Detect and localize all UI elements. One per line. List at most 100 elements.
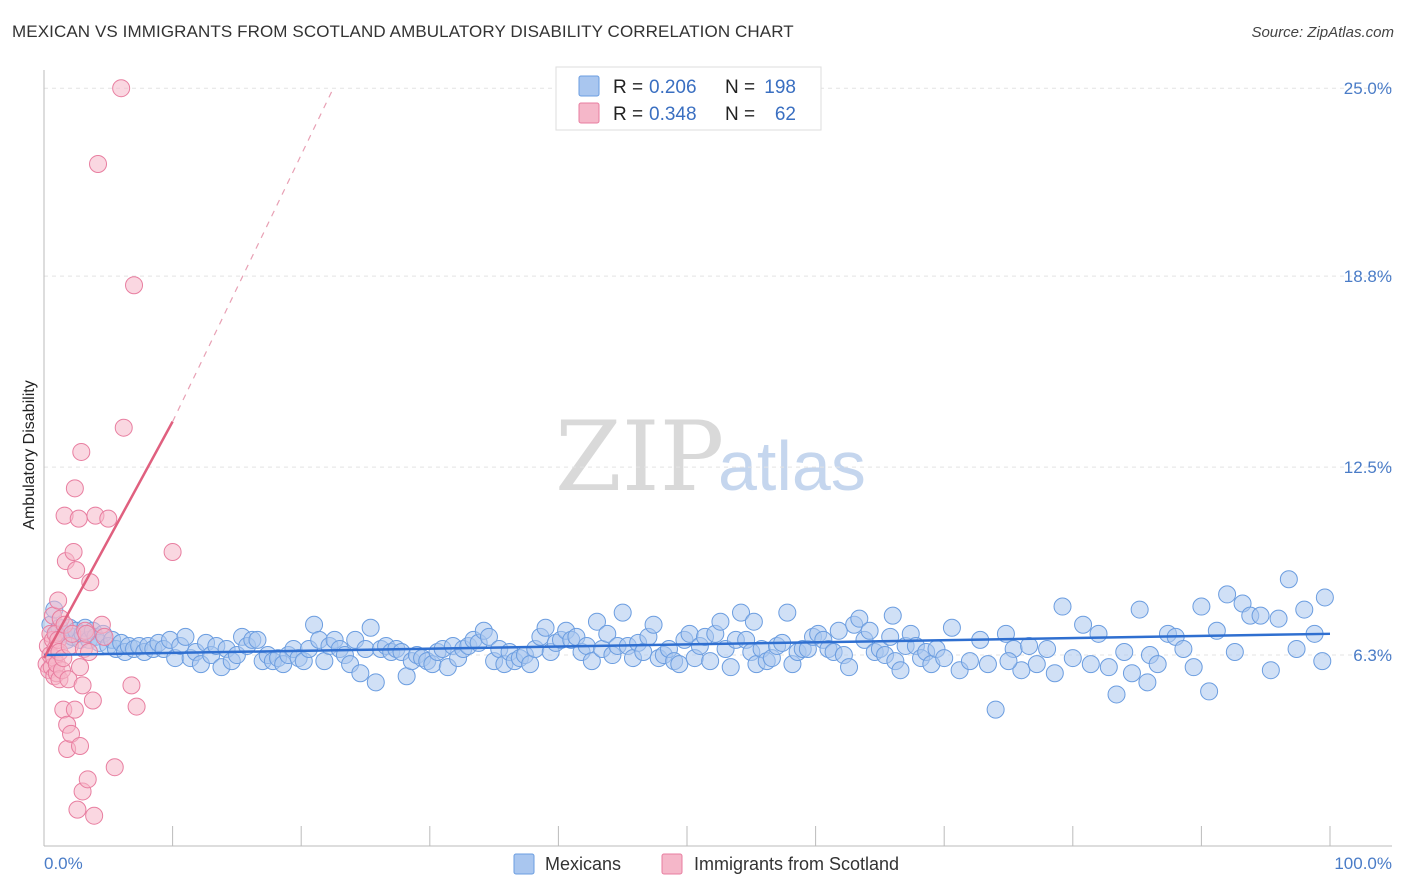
point-mexicans xyxy=(881,627,900,646)
point-mexicans xyxy=(1020,636,1039,655)
point-mexicans xyxy=(1315,588,1334,607)
point-scotland xyxy=(71,658,90,677)
trend-line-scotland-extension xyxy=(172,87,334,422)
x-ticks xyxy=(43,826,1331,846)
point-mexicans xyxy=(670,655,689,674)
point-mexicans xyxy=(999,652,1018,671)
point-mexicans xyxy=(1115,643,1134,661)
point-mexicans xyxy=(1074,615,1093,634)
point-scotland xyxy=(114,418,133,437)
y-tick-labels: 6.3% 12.5% 18.8% 25.0% xyxy=(1344,79,1392,665)
point-mexicans xyxy=(883,606,902,625)
point-scotland xyxy=(73,676,92,695)
watermark-atlas: atlas xyxy=(718,427,866,505)
axes xyxy=(43,70,1392,847)
legend-n-value-1: 62 xyxy=(775,104,796,125)
point-mexicans xyxy=(598,624,617,643)
legend-n-label-0: N = xyxy=(725,77,755,98)
point-scotland xyxy=(49,591,68,610)
point-mexicans xyxy=(1261,661,1280,680)
point-mexicans xyxy=(1012,661,1031,680)
point-mexicans xyxy=(1295,600,1314,619)
point-mexicans xyxy=(1063,649,1082,668)
point-mexicans xyxy=(176,627,195,646)
x-tick-label-min: 0.0% xyxy=(44,854,83,873)
point-mexicans xyxy=(1107,685,1126,704)
point-mexicans xyxy=(1287,639,1306,658)
legend-n-label-1: N = xyxy=(725,104,755,125)
point-mexicans xyxy=(986,700,1005,719)
y-axis-label: Ambulatory Disability xyxy=(21,380,38,529)
point-scotland xyxy=(122,676,141,695)
y-tick-label: 6.3% xyxy=(1353,646,1392,665)
point-mexicans xyxy=(1218,585,1237,604)
point-mexicans xyxy=(701,652,720,671)
point-mexicans xyxy=(891,661,910,680)
x-tick-label-max: 100.0% xyxy=(1334,854,1392,873)
point-mexicans xyxy=(1225,643,1244,661)
point-mexicans xyxy=(1148,655,1167,674)
point-mexicans xyxy=(397,667,416,686)
point-scotland xyxy=(95,627,114,646)
watermark-zip: ZIP xyxy=(555,401,724,513)
point-mexicans xyxy=(644,615,663,634)
point-mexicans xyxy=(829,621,848,640)
point-mexicans xyxy=(248,630,267,649)
legend-r-value-0: 0.206 xyxy=(649,77,697,98)
point-mexicans xyxy=(935,649,954,668)
bottom-legend-swatch-mexicans xyxy=(513,853,535,875)
point-mexicans xyxy=(978,655,997,674)
point-mexicans xyxy=(711,612,730,631)
point-scotland xyxy=(105,758,124,777)
point-scotland xyxy=(72,442,91,461)
legend-r-label-1: R = xyxy=(613,104,643,125)
chart-title: MEXICAN VS IMMIGRANTS FROM SCOTLAND AMBU… xyxy=(12,22,794,41)
point-scotland xyxy=(68,800,87,819)
trend-line-scotland xyxy=(42,421,174,659)
y-tick-label: 12.5% xyxy=(1344,458,1392,477)
point-mexicans xyxy=(1045,664,1064,683)
point-mexicans xyxy=(315,652,334,671)
point-scotland xyxy=(78,770,97,789)
legend-swatch-mexicans xyxy=(578,75,600,97)
legend-swatch-scotland xyxy=(578,102,600,124)
point-mexicans xyxy=(1174,639,1193,658)
point-mexicans xyxy=(1027,655,1046,674)
point-scotland xyxy=(89,154,108,173)
point-mexicans xyxy=(582,652,601,671)
point-scotland xyxy=(65,479,84,498)
point-mexicans xyxy=(1053,597,1072,616)
point-mexicans xyxy=(1184,658,1203,677)
bottom-legend-label-mexicans: Mexicans xyxy=(545,854,621,874)
point-mexicans xyxy=(479,627,498,646)
point-mexicans xyxy=(1192,597,1211,616)
point-mexicans xyxy=(361,618,380,637)
legend-r-value-1: 0.348 xyxy=(649,104,697,125)
bottom-legend-label-scotland: Immigrants from Scotland xyxy=(694,854,899,874)
point-scotland xyxy=(67,561,86,580)
legend: R = 0.206 N = 198 R = 0.348 N = 62 xyxy=(555,66,822,131)
point-mexicans xyxy=(778,603,797,622)
point-scotland xyxy=(127,697,146,716)
point-scotland xyxy=(62,724,81,743)
point-scotland xyxy=(64,542,83,561)
point-mexicans xyxy=(1313,652,1332,671)
point-scotland xyxy=(85,806,104,825)
point-mexicans xyxy=(1122,664,1141,683)
point-mexicans xyxy=(942,618,961,637)
point-scotland xyxy=(112,79,131,98)
point-scotland xyxy=(125,276,144,295)
point-mexicans xyxy=(351,664,370,683)
point-mexicans xyxy=(850,609,869,628)
point-mexicans xyxy=(1038,639,1057,658)
point-mexicans xyxy=(960,652,979,671)
point-scotland xyxy=(83,691,102,710)
bottom-legend-swatch-scotland xyxy=(661,853,683,875)
trend-line-mexicans xyxy=(43,632,1331,657)
point-mexicans xyxy=(536,618,555,637)
point-mexicans xyxy=(366,673,385,692)
point-scotland xyxy=(71,736,90,755)
point-mexicans xyxy=(587,612,606,631)
point-scotland xyxy=(69,509,88,528)
